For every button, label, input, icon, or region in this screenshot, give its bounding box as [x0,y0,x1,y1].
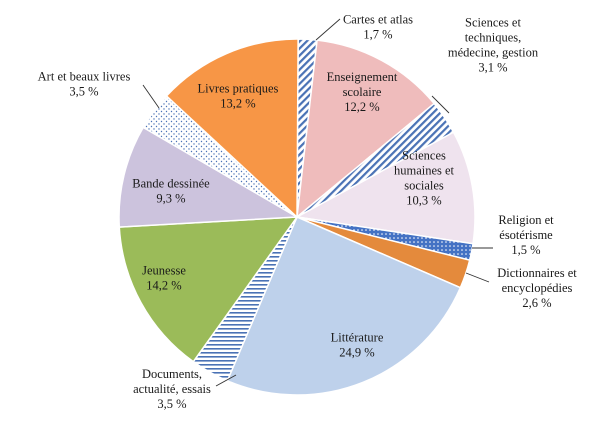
slice-category-label: Religion et [498,213,554,227]
slice-value-label: 13,2 % [220,97,255,111]
slice-value-label: 3,1 % [478,61,507,75]
slice-value-label: 2,6 % [522,296,551,310]
slice-labels: Cartes et atlas 1,7 % Enseignement scolaire… [38,13,578,412]
label-bande-dessinee: Bande dessinée 9,3 % [132,177,210,206]
label-religion-et-esoterisme: Religion et ésotérisme 1,5 % [498,213,554,257]
label-livres-pratiques: Livres pratiques 13,2 % [198,82,279,111]
slice-category-label: Livres pratiques [198,82,279,96]
slice-value-label: 1,7 % [363,28,392,42]
slice-category-label: Cartes et atlas [343,13,413,27]
label-cartes-et-atlas: Cartes et atlas 1,7 % [343,13,413,42]
slice-category-label: Documents, [142,367,202,381]
label-documents-actualite-essais: Documents, actualité, essais 3,5 % [133,367,211,411]
slice-value-label: 3,5 % [69,85,98,99]
slice-litterature [226,216,462,396]
slice-enseignement-scolaire [296,39,436,219]
label-sciences-et-techniques-medecine-gestion: Sciences et techniques, médecine, gestion 3… [448,16,539,75]
slice-category-label: Bande dessinée [132,177,210,191]
pie-slices [118,38,476,396]
label-dictionnaires-et-encyclopedies: Dictionnaires et encyclopédies 2,6 % [497,266,577,310]
slice-category-label: Littérature [331,331,384,345]
slice-category-label: ésotérisme [499,228,553,242]
slice-category-label: Sciences et [465,16,521,30]
slice-value-label: 9,3 % [156,192,185,206]
slice-category-label: humaines et [394,164,455,178]
slice-category-label: actualité, essais [133,382,211,396]
slice-jeunesse [118,216,299,363]
slice-value-label: 3,5 % [157,397,186,411]
slice-category-label: Art et beaux livres [38,70,131,84]
label-enseignement-scolaire: Enseignement scolaire 12,2 % [327,70,398,114]
leader-line-cartes-et-atlas [315,18,341,41]
slice-value-label: 24,9 % [339,346,374,360]
slice-value-label: 14,2 % [146,279,181,293]
slice-value-label: 10,3 % [406,194,441,208]
leader-line-documents-actualite-essais [215,374,237,387]
slice-category-label: techniques, [465,31,522,45]
slice-category-label: sociales [404,179,444,193]
slice-category-label: Jeunesse [142,264,186,278]
slice-bande-dessinee [118,126,300,228]
slice-category-label: Dictionnaires et [497,266,577,280]
slice-livres-pratiques [165,38,299,219]
slice-category-label: Enseignement [327,70,398,84]
label-jeunesse: Jeunesse 14,2 % [142,264,186,293]
slice-category-label: scolaire [343,85,382,99]
leader-line-sciences-et-techniques-medecine-gestion [431,95,450,114]
leader-line-dictionnaires-et-encyclopedies [465,272,490,283]
leader-lines [142,18,493,387]
slice-category-label: médecine, gestion [448,46,539,60]
slice-value-label: 1,5 % [511,243,540,257]
slice-value-label: 12,2 % [344,100,379,114]
label-litterature: Littérature 24,9 % [331,331,384,360]
label-art-et-beaux-livres: Art et beaux livres 3,5 % [38,70,131,99]
slice-category-label: Sciences [402,149,446,163]
slice-sciences-humaines-et-sociales [294,131,476,245]
slice-category-label: encyclopédies [502,281,573,295]
leader-line-art-et-beaux-livres [142,84,160,109]
label-sciences-humaines-et-sociales: Sciences humaines et sociales 10,3 % [394,149,455,208]
